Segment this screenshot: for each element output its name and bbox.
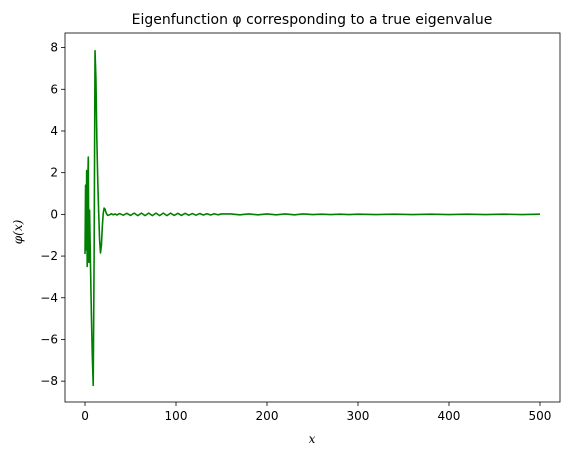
y-tick-label: 6 [50, 82, 58, 96]
y-tick-label: 8 [50, 41, 58, 55]
x-tick-label: 500 [529, 409, 552, 423]
y-tick-label: −6 [40, 332, 58, 346]
x-axis-label: x [309, 432, 316, 446]
plot-area [85, 51, 540, 386]
x-axis: 0 100 200 300 400 500 [81, 402, 551, 423]
y-axis: −8 −6 −4 −2 0 2 4 6 8 [40, 41, 65, 389]
chart-title: Eigenfunction φ corresponding to a true … [132, 12, 493, 28]
y-tick-label: −2 [40, 249, 58, 263]
series-line-0 [85, 51, 540, 386]
y-tick-label: 2 [50, 166, 58, 180]
y-tick-label: −8 [40, 374, 58, 388]
y-tick-label: 4 [50, 124, 58, 138]
x-tick-label: 400 [438, 409, 461, 423]
y-tick-label: 0 [50, 207, 58, 221]
x-tick-label: 100 [165, 409, 188, 423]
y-tick-label: −4 [40, 291, 58, 305]
plot-frame [65, 33, 560, 402]
x-tick-label: 0 [81, 409, 89, 423]
y-axis-label: φ(x) [11, 219, 25, 244]
x-tick-label: 300 [347, 409, 370, 423]
x-tick-label: 200 [256, 409, 279, 423]
